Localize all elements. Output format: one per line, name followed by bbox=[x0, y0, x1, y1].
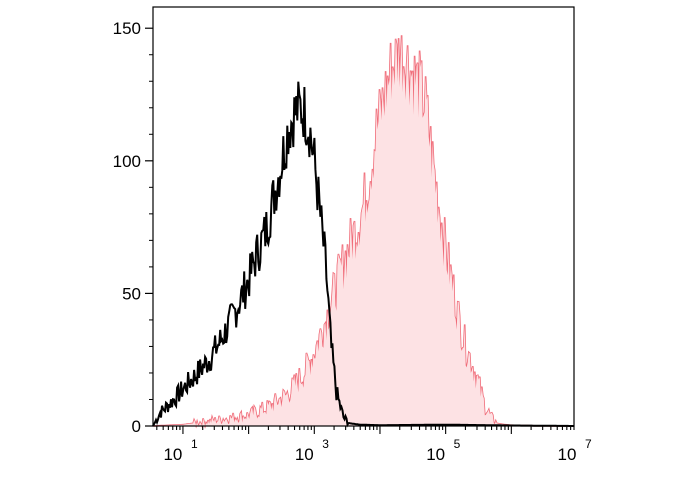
y-tick-label-0: 0 bbox=[132, 417, 141, 436]
x-tick-exponent-3: 7 bbox=[585, 437, 592, 451]
x-tick-exponent-1: 3 bbox=[322, 437, 329, 451]
x-tick-label-0: 10 bbox=[163, 445, 182, 464]
series-1-area bbox=[153, 35, 574, 427]
x-tick-exponent-2: 5 bbox=[454, 437, 461, 451]
x-tick-label-1: 10 bbox=[295, 445, 314, 464]
x-tick-exponent-0: 1 bbox=[191, 437, 198, 451]
y-tick-label-2: 100 bbox=[113, 152, 141, 171]
x-tick-label-3: 10 bbox=[558, 445, 577, 464]
axis-frame bbox=[152, 6, 575, 427]
series-layer bbox=[152, 35, 574, 429]
x-tick-label-2: 10 bbox=[426, 445, 445, 464]
y-tick-label-1: 50 bbox=[122, 284, 141, 303]
tick-labels: 0 50 100 150 10 1 10 3 10 5 10 7 bbox=[113, 19, 592, 464]
tick-marks bbox=[145, 27, 575, 434]
y-tick-label-3: 150 bbox=[113, 19, 141, 38]
plot-frame bbox=[152, 6, 575, 427]
